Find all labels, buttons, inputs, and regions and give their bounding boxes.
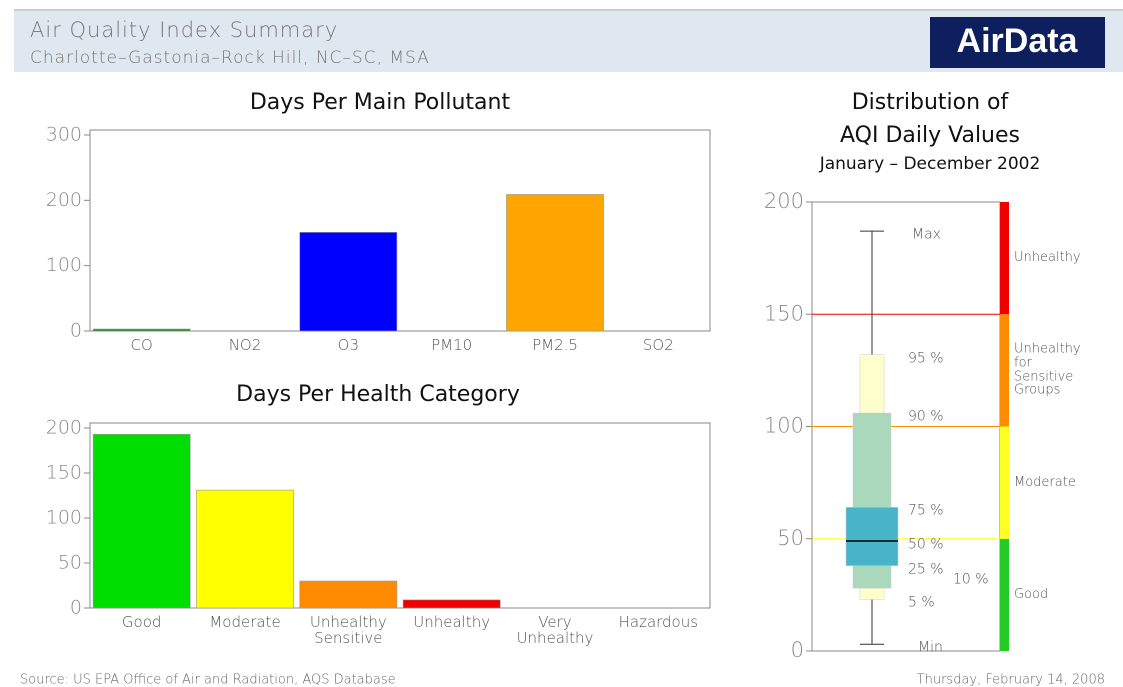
chart-title: Days Per Health Category xyxy=(236,382,520,407)
y-tick-label: 150 xyxy=(764,301,804,325)
x-tick-label: NO2 xyxy=(228,336,262,354)
x-tick-label: O3 xyxy=(337,336,360,354)
x-tick-label: Very Unhealthy xyxy=(516,613,594,647)
x-tick-label: Good xyxy=(121,613,162,631)
box-inner xyxy=(845,507,899,566)
stat-label: 50 % xyxy=(908,536,944,553)
bar xyxy=(299,232,398,332)
chart-title: AQI Daily Values xyxy=(840,123,1020,148)
header-subtitle: Charlotte–Gastonia–Rock Hill, NC–SC, MSA xyxy=(30,48,430,68)
y-tick-label: 0 xyxy=(70,597,82,619)
band-label: Good xyxy=(1014,587,1049,603)
stat-label: 95 % xyxy=(908,350,944,367)
plot-frame xyxy=(89,129,711,332)
y-tick-label: 0 xyxy=(791,638,804,662)
band-label: Moderate xyxy=(1014,474,1076,490)
logo-box xyxy=(930,17,1105,68)
stat-label: 5 % xyxy=(908,595,935,612)
stat-label: Min xyxy=(918,639,943,656)
x-tick-label: CO xyxy=(130,336,153,354)
y-tick-label: 300 xyxy=(46,124,82,146)
stat-label: 25 % xyxy=(908,561,944,578)
bar xyxy=(402,599,501,609)
logo: AirData xyxy=(957,22,1079,60)
y-tick-label: 200 xyxy=(46,417,82,439)
stat-label: Max xyxy=(912,226,941,243)
y-tick-label: 0 xyxy=(70,320,82,342)
y-tick-label: 100 xyxy=(46,507,82,529)
y-tick-label: 100 xyxy=(46,254,82,276)
y-tick-label: 100 xyxy=(764,414,804,438)
bar xyxy=(196,489,294,609)
y-tick-label: 50 xyxy=(777,526,804,550)
date: Thursday, February 14, 2008 xyxy=(917,673,1105,687)
y-tick-label: 50 xyxy=(58,552,82,574)
bar xyxy=(506,194,604,332)
bar xyxy=(92,328,191,332)
y-tick-label: 200 xyxy=(46,189,82,211)
category-band xyxy=(1000,538,1009,651)
x-tick-label: PM2.5 xyxy=(532,336,578,354)
header-title: Air Quality Index Summary xyxy=(30,18,338,42)
chart-title: Days Per Main Pollutant xyxy=(250,90,511,115)
category-band xyxy=(1000,202,1009,315)
x-tick-label: Unhealthy Sensitive xyxy=(309,613,387,647)
x-tick-label: Hazardous xyxy=(618,613,699,631)
x-tick-label: Moderate xyxy=(209,613,281,631)
source: Source: US EPA Office of Air and Radiati… xyxy=(20,673,396,687)
x-tick-label: PM10 xyxy=(431,336,473,354)
bar xyxy=(92,433,191,609)
x-tick-label: Unhealthy xyxy=(413,613,491,631)
plot-frame xyxy=(89,422,711,609)
x-tick-label: SO2 xyxy=(642,336,674,354)
chart-subtitle: January – December 2002 xyxy=(819,154,1041,174)
y-tick-label: 150 xyxy=(46,462,82,484)
stat-label: 75 % xyxy=(908,502,944,519)
y-tick-label: 200 xyxy=(764,189,804,213)
category-band xyxy=(1000,426,1009,539)
stat-label: 90 % xyxy=(908,408,944,425)
bar xyxy=(299,580,398,609)
band-label: Unhealthy xyxy=(1014,250,1081,266)
band-label: Unhealthy for Sensitive Groups xyxy=(1014,342,1081,399)
category-band xyxy=(1000,314,1009,427)
stat-label: 10 % xyxy=(953,571,989,588)
chart-title: Distribution of xyxy=(852,90,1010,115)
